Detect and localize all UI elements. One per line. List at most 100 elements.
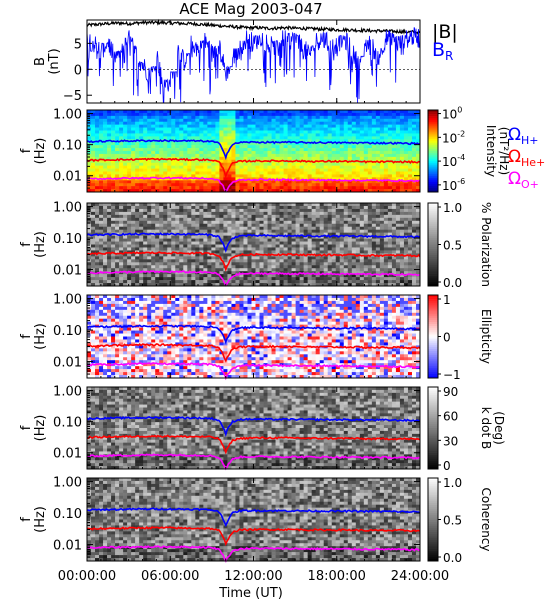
spectrogram-cell bbox=[399, 145, 405, 149]
spectrogram-cell bbox=[91, 205, 96, 210]
colorbar-cell bbox=[428, 167, 438, 170]
colorbar-tick-label: 10-6 bbox=[442, 177, 465, 193]
spectrogram-cell bbox=[143, 153, 148, 158]
spectrogram-cell bbox=[287, 153, 292, 158]
spectrogram-cell bbox=[319, 174, 325, 178]
spectrogram-cell bbox=[199, 159, 204, 164]
spectrogram-cell bbox=[115, 136, 120, 140]
spectrogram-cell bbox=[319, 217, 325, 222]
spectrogram-cell bbox=[87, 262, 92, 266]
spectrogram-cell bbox=[235, 259, 240, 263]
panel-intensity: 1.000.100.01f(Hz)10010-210-410-6Intensit… bbox=[19, 106, 545, 193]
spectrogram-cell bbox=[227, 186, 232, 190]
spectrogram-cell bbox=[235, 110, 240, 114]
spectrogram-cell bbox=[99, 265, 104, 269]
spectrogram-cell bbox=[103, 336, 108, 340]
spectrogram-cell bbox=[191, 265, 196, 269]
spectrogram-cell bbox=[303, 277, 308, 281]
spectrogram-cell bbox=[227, 177, 232, 181]
spectrogram-cell bbox=[351, 118, 357, 123]
spectrogram-cell bbox=[151, 121, 156, 125]
spectrogram-cell bbox=[283, 217, 288, 222]
colorbar-cell bbox=[428, 229, 438, 233]
spectrogram-cell bbox=[99, 339, 104, 343]
spectrogram-cell bbox=[335, 136, 341, 140]
spectrogram-cell bbox=[127, 223, 132, 228]
spectrogram-cell bbox=[215, 110, 220, 114]
spectrogram-cell bbox=[239, 142, 244, 146]
spectrogram-cell bbox=[255, 121, 260, 125]
spectrogram-cell bbox=[391, 174, 397, 178]
spectrogram-cell bbox=[367, 177, 373, 181]
spectrogram-cell bbox=[131, 148, 136, 152]
spectrogram-cell bbox=[227, 142, 232, 146]
spectrogram-cell bbox=[391, 186, 397, 190]
spectrogram-cell bbox=[111, 130, 116, 134]
spectrogram-cell bbox=[175, 110, 180, 114]
spectrogram-cell bbox=[91, 333, 96, 337]
colorbar-cell bbox=[428, 187, 438, 191]
spectrogram-cell bbox=[103, 220, 108, 225]
spectrogram-cell bbox=[215, 174, 220, 178]
spectrogram-cell bbox=[219, 271, 224, 275]
spectrogram-cell bbox=[387, 208, 393, 213]
spectrogram-cell bbox=[299, 165, 304, 169]
spectrogram-cell bbox=[207, 121, 212, 125]
spectrogram-cell bbox=[163, 259, 168, 263]
spectrogram-cell bbox=[231, 165, 236, 169]
spectrogram-cell bbox=[263, 180, 268, 184]
spectrogram-cell bbox=[119, 142, 124, 146]
spectrogram-cell bbox=[99, 250, 104, 254]
spectrogram-cell bbox=[123, 203, 128, 207]
spectrogram-cell bbox=[155, 208, 160, 213]
spectrogram-cell bbox=[223, 262, 228, 266]
spectrogram-cell bbox=[291, 226, 296, 230]
spectrogram-cell bbox=[275, 145, 280, 149]
spectrogram-cell bbox=[211, 274, 216, 278]
spectrogram-cell bbox=[251, 238, 256, 242]
spectrogram-cell bbox=[211, 186, 216, 190]
spectrogram-cell bbox=[211, 189, 216, 193]
spectrogram-cell bbox=[131, 268, 136, 272]
spectrogram-cell bbox=[99, 238, 104, 242]
spectrogram-cell bbox=[151, 256, 156, 260]
spectrogram-cell bbox=[151, 220, 156, 225]
spectrogram-cell bbox=[207, 253, 212, 257]
spectrogram-cell bbox=[123, 121, 128, 125]
spectrogram-cell bbox=[407, 177, 413, 181]
spectrogram-cell bbox=[335, 214, 341, 219]
spectrogram-cell bbox=[319, 153, 325, 158]
spectrogram-cell bbox=[283, 148, 288, 152]
spectrogram-cell bbox=[243, 229, 248, 233]
spectrogram-cell bbox=[267, 241, 272, 245]
spectrogram-cell bbox=[287, 244, 292, 248]
spectrogram-cell bbox=[203, 283, 208, 287]
spectrogram-cell bbox=[287, 211, 292, 216]
spectrogram-cell bbox=[211, 259, 216, 263]
spectrogram-cell bbox=[251, 229, 256, 233]
spectrogram-cell bbox=[215, 136, 220, 140]
spectrogram-cell bbox=[279, 223, 284, 228]
spectrogram-cell bbox=[295, 235, 300, 239]
spectrogram-cell bbox=[207, 174, 212, 178]
spectrogram-cell bbox=[375, 232, 381, 236]
spectrogram-cell bbox=[339, 205, 345, 210]
spectrogram-cell bbox=[195, 223, 200, 228]
spectrogram-cell bbox=[259, 148, 264, 152]
spectrogram-cell bbox=[151, 171, 156, 175]
spectrogram-cell bbox=[143, 162, 148, 166]
spectrogram-cell bbox=[355, 247, 361, 251]
spectrogram-cell bbox=[403, 271, 409, 275]
spectrogram-cell bbox=[287, 256, 292, 260]
spectrogram-cell bbox=[411, 223, 417, 228]
spectrogram-cell bbox=[219, 241, 224, 245]
spectrogram-cell bbox=[91, 235, 96, 239]
spectrogram-cell bbox=[299, 121, 304, 125]
spectrogram-cell bbox=[87, 283, 92, 287]
spectrogram-cell bbox=[331, 186, 337, 190]
spectrogram-cell bbox=[347, 274, 353, 278]
spectrogram-cell bbox=[223, 151, 228, 155]
spectrogram-cell bbox=[303, 156, 308, 161]
spectrogram-cell bbox=[235, 177, 240, 181]
spectrogram-cell bbox=[347, 139, 353, 143]
